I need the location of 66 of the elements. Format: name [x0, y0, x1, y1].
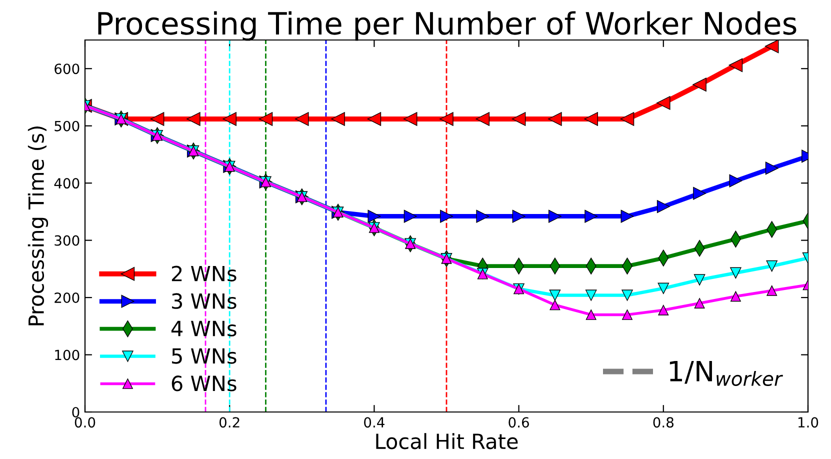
chart-title: Processing Time per Number of Worker Nodes [98, 11, 796, 41]
point [764, 40, 779, 54]
point [658, 304, 669, 316]
point [656, 96, 670, 110]
y-tick-label: 300 [54, 235, 80, 246]
point [658, 282, 670, 294]
legend-label: 2 WNs [172, 266, 236, 282]
point [694, 298, 705, 308]
point [728, 58, 743, 72]
point [730, 291, 741, 302]
point [476, 210, 490, 223]
point [730, 267, 742, 279]
point [550, 300, 560, 310]
x-tick-label: 0.4 [364, 417, 384, 428]
legend-label: 4 WNs [171, 320, 236, 336]
point [766, 260, 778, 272]
point [548, 112, 562, 126]
x-tick-label: 1.0 [798, 417, 818, 428]
point [586, 309, 596, 320]
point [622, 290, 633, 301]
legend-label: 6 WNs [172, 376, 236, 392]
point [584, 210, 598, 223]
point [766, 285, 778, 296]
point [692, 78, 706, 92]
point [656, 200, 670, 214]
point [512, 210, 526, 223]
x-tick-label: 0.8 [653, 417, 674, 428]
point [331, 112, 345, 126]
x-tick-label: 0.6 [508, 417, 529, 428]
point [258, 112, 273, 126]
point [440, 210, 453, 223]
y-tick-label: 600 [54, 64, 80, 74]
point [548, 210, 562, 223]
point [186, 112, 200, 126]
legend-label: 3 WNs [172, 293, 236, 309]
legend-label: 5 WNs [172, 348, 236, 364]
point [404, 210, 417, 223]
point [440, 112, 454, 126]
point [150, 112, 164, 126]
y-tick-label: 100 [55, 350, 80, 360]
y-tick-label: 400 [54, 178, 80, 189]
point [620, 112, 634, 126]
annotation: 1/N$_{worker}$ [670, 360, 783, 386]
point [512, 112, 526, 126]
y-tick-label: 200 [54, 292, 80, 304]
point [222, 112, 236, 126]
point [693, 186, 706, 200]
point [584, 112, 598, 126]
y-axis-title: Processing Time (s) [28, 126, 48, 326]
point [367, 112, 382, 126]
point [729, 174, 742, 188]
x-axis-title: Local Hit Rate [376, 433, 518, 450]
point [622, 309, 632, 320]
point [694, 274, 706, 286]
point [585, 290, 597, 301]
point [403, 112, 418, 126]
point [549, 290, 561, 301]
x-tick-label: 0.2 [219, 417, 240, 428]
point [620, 210, 634, 223]
point [295, 112, 309, 126]
point [476, 112, 490, 126]
point [765, 162, 778, 175]
y-tick-label: 500 [54, 120, 80, 132]
point [368, 210, 381, 223]
x-tick-label: 0.0 [74, 417, 96, 428]
y-tick-label: 0 [72, 406, 80, 418]
